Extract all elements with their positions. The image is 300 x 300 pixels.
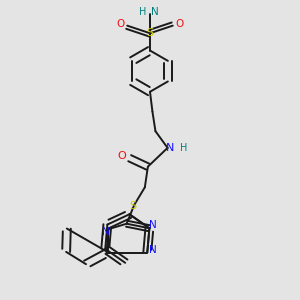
Text: N: N — [148, 220, 156, 230]
Text: N: N — [101, 227, 109, 237]
Text: O: O — [118, 151, 127, 161]
Text: H: H — [139, 7, 146, 17]
Text: O: O — [116, 19, 125, 29]
Text: O: O — [175, 19, 184, 29]
Text: H: H — [180, 143, 187, 153]
Text: N: N — [149, 245, 157, 255]
Text: N: N — [166, 143, 174, 153]
Text: N: N — [151, 7, 158, 17]
Text: S: S — [146, 28, 154, 38]
Text: S: S — [130, 201, 136, 211]
